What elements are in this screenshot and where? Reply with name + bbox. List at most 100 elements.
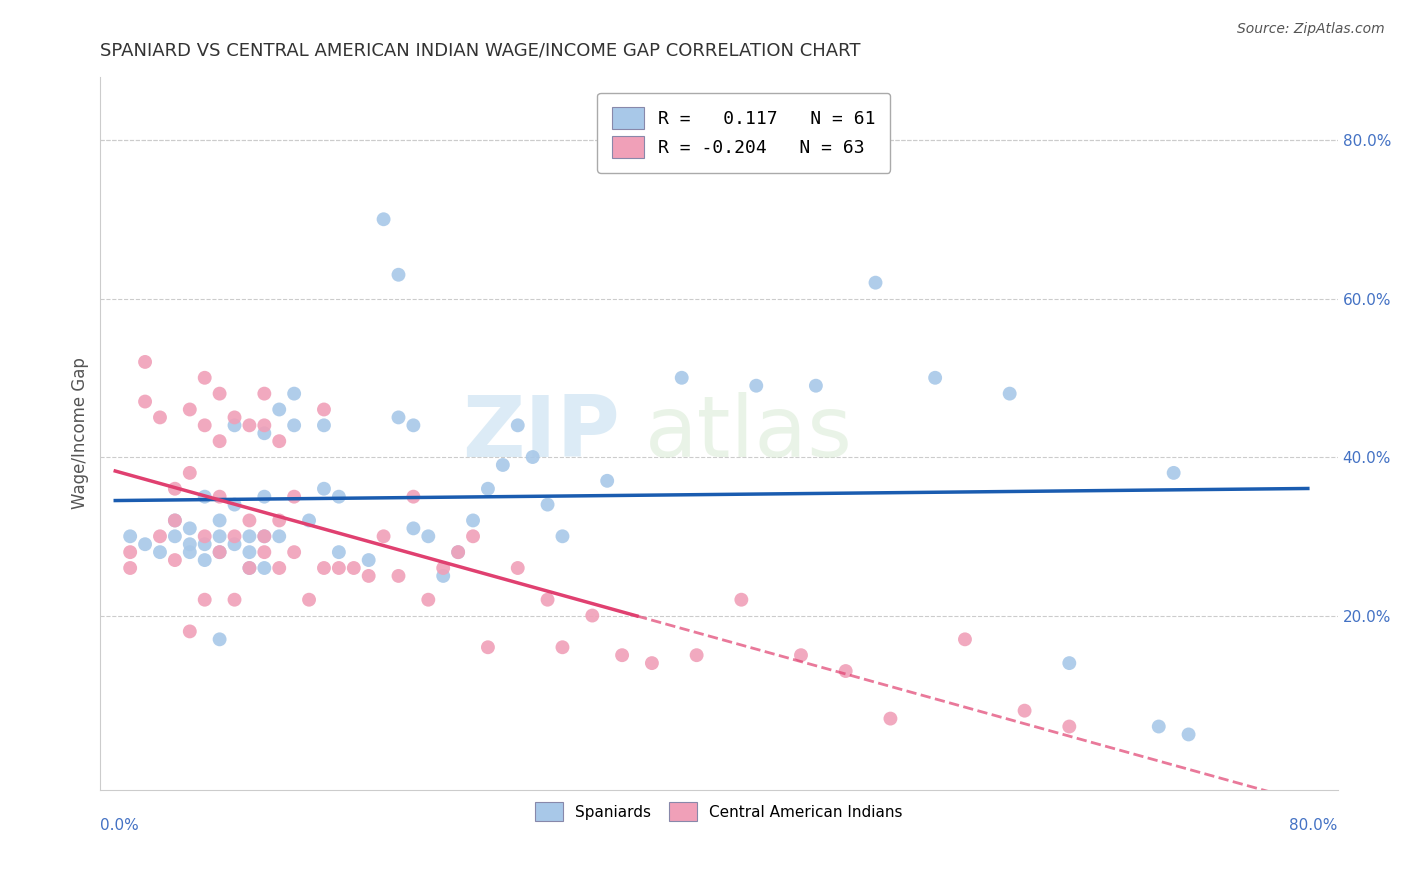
Legend: Spaniards, Central American Indians: Spaniards, Central American Indians <box>527 795 910 829</box>
Point <box>312 482 335 496</box>
Point <box>551 529 574 543</box>
Point <box>402 490 425 504</box>
Point <box>163 482 186 496</box>
Point <box>596 474 619 488</box>
Point <box>149 545 172 559</box>
Point <box>194 371 217 385</box>
Text: Source: ZipAtlas.com: Source: ZipAtlas.com <box>1237 22 1385 37</box>
Point <box>224 537 246 551</box>
Point <box>194 529 217 543</box>
Point <box>1014 704 1036 718</box>
Point <box>432 561 454 575</box>
Point <box>804 378 827 392</box>
Point <box>224 498 246 512</box>
Point <box>581 608 603 623</box>
Point <box>312 418 335 433</box>
Point <box>238 561 260 575</box>
Point <box>194 592 217 607</box>
Point <box>506 561 529 575</box>
Point <box>1059 719 1081 733</box>
Point <box>224 410 246 425</box>
Point <box>269 402 291 417</box>
Point <box>194 490 217 504</box>
Point <box>179 624 201 639</box>
Point <box>194 553 217 567</box>
Point <box>298 513 321 527</box>
Point <box>208 434 231 449</box>
Point <box>238 513 260 527</box>
Point <box>551 640 574 655</box>
Point <box>492 458 515 472</box>
Point <box>179 545 201 559</box>
Point <box>238 529 260 543</box>
Point <box>163 513 186 527</box>
Point <box>253 490 276 504</box>
Point <box>536 592 558 607</box>
Point <box>163 513 186 527</box>
Point <box>865 276 887 290</box>
Point <box>402 521 425 535</box>
Point <box>253 426 276 441</box>
Point <box>269 561 291 575</box>
Point <box>208 386 231 401</box>
Point <box>134 394 156 409</box>
Point <box>179 402 201 417</box>
Point <box>1163 466 1185 480</box>
Text: atlas: atlas <box>645 392 853 475</box>
Point <box>328 490 350 504</box>
Point <box>253 561 276 575</box>
Point <box>163 529 186 543</box>
Point <box>208 490 231 504</box>
Point <box>120 545 142 559</box>
Point <box>179 521 201 535</box>
Point <box>208 545 231 559</box>
Point <box>328 545 350 559</box>
Point <box>269 434 291 449</box>
Point <box>134 537 156 551</box>
Point <box>447 545 470 559</box>
Point <box>373 529 395 543</box>
Point <box>298 592 321 607</box>
Point <box>373 212 395 227</box>
Point <box>253 418 276 433</box>
Point <box>238 561 260 575</box>
Point <box>312 402 335 417</box>
Point <box>730 592 752 607</box>
Point <box>224 529 246 543</box>
Point <box>283 418 305 433</box>
Point <box>477 482 499 496</box>
Point <box>238 418 260 433</box>
Point <box>447 545 470 559</box>
Point <box>432 569 454 583</box>
Point <box>461 513 484 527</box>
Point <box>179 466 201 480</box>
Point <box>357 553 380 567</box>
Point <box>879 712 901 726</box>
Point <box>790 648 813 663</box>
Point <box>134 355 156 369</box>
Point <box>1177 727 1199 741</box>
Point <box>238 545 260 559</box>
Point <box>953 632 976 647</box>
Point <box>610 648 633 663</box>
Point <box>283 386 305 401</box>
Point <box>461 529 484 543</box>
Text: ZIP: ZIP <box>463 392 620 475</box>
Point <box>224 418 246 433</box>
Point <box>312 561 335 575</box>
Point <box>269 513 291 527</box>
Point <box>1059 656 1081 670</box>
Point <box>536 498 558 512</box>
Point <box>208 632 231 647</box>
Point <box>253 386 276 401</box>
Point <box>224 592 246 607</box>
Point <box>477 640 499 655</box>
Point <box>387 410 409 425</box>
Point <box>328 561 350 575</box>
Point <box>269 529 291 543</box>
Y-axis label: Wage/Income Gap: Wage/Income Gap <box>72 358 89 509</box>
Point <box>208 513 231 527</box>
Point <box>685 648 707 663</box>
Point <box>283 545 305 559</box>
Point <box>253 529 276 543</box>
